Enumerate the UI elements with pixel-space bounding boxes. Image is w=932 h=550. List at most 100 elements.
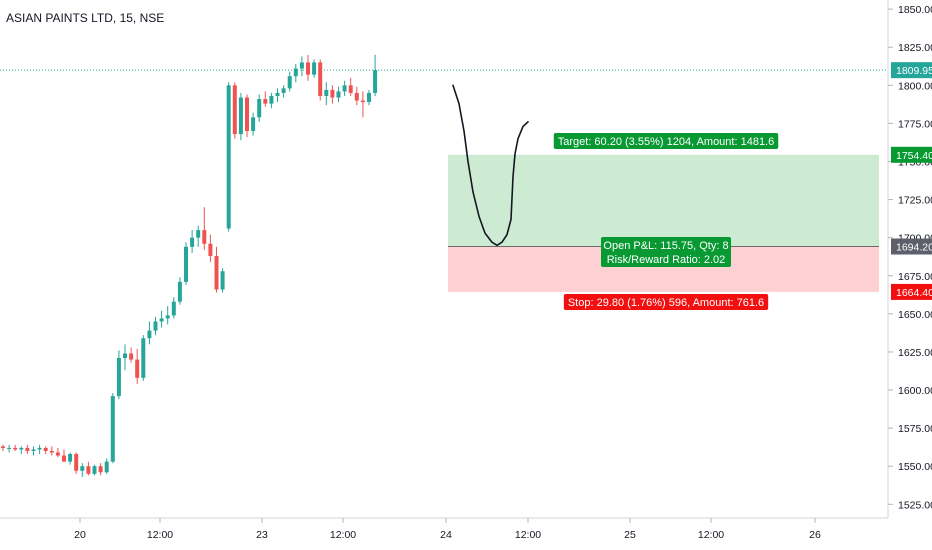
candle	[312, 59, 317, 78]
price-tick-label: 1600.00	[898, 385, 932, 397]
price-tick-label: 1775.00	[898, 118, 932, 130]
candle-body	[287, 76, 292, 89]
candle	[263, 91, 268, 107]
candle	[68, 452, 73, 465]
candle	[19, 446, 24, 455]
candle	[367, 89, 371, 106]
time-axis[interactable]: 20 12:00 23 12:00 24 12:00 25 12:00 26	[74, 518, 821, 541]
candle-body	[177, 281, 182, 302]
candle	[275, 88, 280, 103]
candle	[49, 446, 54, 456]
price-axis[interactable]: 1850.001825.001800.001775.001750.001725.…	[888, 4, 932, 511]
candle	[299, 56, 304, 77]
candle	[220, 268, 225, 293]
position-labels: Target: 60.20 (3.55%) 1204, Amount: 1481…	[553, 133, 779, 310]
candle	[245, 94, 249, 138]
candle	[293, 63, 298, 83]
time-tick-label: 12:00	[515, 529, 541, 541]
candle-body	[13, 447, 18, 450]
candle	[55, 447, 60, 458]
candle	[214, 246, 219, 293]
candle	[336, 86, 341, 103]
candle-body	[306, 62, 310, 75]
time-tick-label: 23	[256, 529, 268, 541]
candle-body	[159, 318, 164, 322]
candle	[7, 444, 12, 453]
candle	[373, 54, 378, 96]
candle	[110, 393, 115, 464]
candle	[123, 344, 127, 371]
candle-body	[171, 301, 176, 316]
candle	[92, 464, 97, 476]
stop-price-tag-bg	[891, 283, 932, 300]
candle-body	[330, 89, 335, 98]
price-tick-label: 1825.00	[898, 42, 932, 54]
candle-body	[196, 230, 201, 238]
candle-body	[238, 97, 243, 135]
candle-body	[104, 461, 109, 473]
candle	[330, 85, 335, 104]
candle-body	[269, 95, 274, 104]
time-tick-label: 12:00	[330, 529, 356, 541]
candle	[135, 348, 140, 384]
candle-body	[147, 330, 152, 339]
candle	[232, 82, 237, 139]
candle-body	[293, 68, 298, 77]
candle-body	[336, 91, 341, 98]
chart-title: ASIAN PAINTS LTD, 15, NSE	[6, 11, 165, 25]
candle-body	[80, 466, 85, 471]
last-price-tag: 1809.95	[896, 65, 932, 77]
candle	[116, 350, 121, 400]
pnl-label: Open P&L: 115.75, Qty: 8	[603, 240, 728, 252]
last-price-tag-bg	[891, 62, 932, 79]
candle-body	[135, 359, 140, 378]
candle-body	[348, 85, 353, 93]
candle-body	[43, 447, 48, 451]
candle-body	[263, 99, 268, 104]
time-tick-label: 20	[74, 529, 86, 541]
candle-body	[7, 447, 12, 449]
candle-body	[184, 246, 188, 282]
candle	[324, 82, 329, 106]
candle	[269, 92, 274, 109]
candle	[177, 277, 182, 305]
candle	[171, 297, 176, 319]
time-tick-label: 25	[624, 529, 636, 541]
candle-body	[220, 271, 225, 290]
candle-body	[25, 447, 30, 451]
candles-series	[1, 54, 378, 477]
candle	[153, 316, 158, 336]
candle-body	[299, 62, 304, 69]
price-tick-label: 1650.00	[898, 309, 932, 321]
price-tick-label: 1550.00	[898, 461, 932, 473]
stop-price-tag: 1664.40	[896, 287, 932, 299]
candle-body	[367, 92, 371, 103]
candle-body	[31, 449, 36, 451]
candle-body	[98, 466, 103, 473]
candle-body	[360, 100, 365, 103]
candle	[202, 207, 207, 250]
candle-body	[257, 99, 262, 118]
stop-label: Stop: 29.80 (1.76%) 596, Amount: 761.6	[568, 297, 764, 309]
candle-body	[19, 447, 24, 450]
candle	[74, 452, 79, 474]
price-tick-label: 1675.00	[898, 271, 932, 283]
candle-body	[110, 396, 115, 462]
candle	[257, 94, 262, 122]
candle-body	[68, 454, 73, 462]
price-tick-label: 1525.00	[898, 499, 932, 511]
price-tick-label: 1625.00	[898, 347, 932, 359]
candle	[129, 347, 134, 363]
candle	[165, 306, 170, 325]
candle-body	[49, 450, 54, 453]
candle-body	[208, 243, 213, 256]
price-tick-label: 1850.00	[898, 4, 932, 16]
candle	[80, 463, 85, 477]
candle	[141, 335, 146, 381]
time-tick-label: 24	[440, 529, 452, 541]
candle	[306, 54, 310, 81]
candle-body	[86, 466, 91, 474]
target-label-bg	[553, 133, 779, 149]
time-tick-label: 12:00	[698, 529, 724, 541]
